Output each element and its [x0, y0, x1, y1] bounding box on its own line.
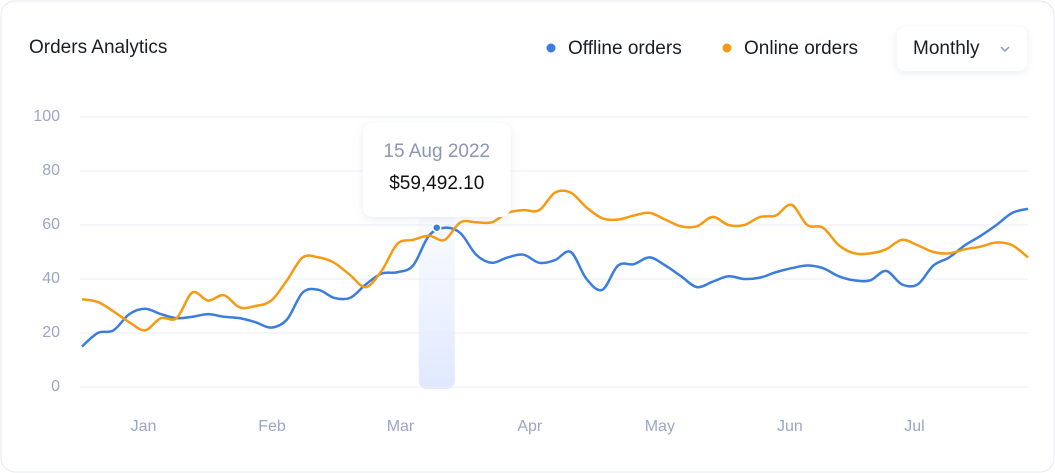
dropdown-box[interactable] [897, 27, 1027, 71]
period-dropdown[interactable]: Monthly [897, 27, 1027, 71]
tooltip-date: 15 Aug 2022 [383, 141, 490, 162]
series-line [81, 189, 1029, 332]
legend-dot [722, 43, 732, 53]
series-line [81, 207, 1029, 348]
x-tick-label: Jan [131, 418, 157, 435]
hover-column [418, 215, 455, 389]
y-tick-label: 40 [42, 270, 60, 287]
tooltip-value: $59,492.10 [389, 173, 484, 194]
tooltip-point [432, 222, 442, 233]
y-tick-label: 80 [42, 162, 60, 179]
x-tick-label: Jul [904, 418, 924, 435]
y-tick-label: 0 [51, 378, 60, 395]
y-tick-label: 20 [42, 324, 60, 341]
x-tick-label: Mar [387, 418, 415, 435]
x-tick-label: May [645, 418, 675, 435]
chart-title: Orders Analytics [29, 37, 167, 58]
x-tick-label: Apr [517, 418, 543, 435]
x-tick-label: Jun [777, 418, 803, 435]
y-tick-label: 60 [42, 216, 60, 233]
legend-label: Online orders [744, 38, 858, 59]
legend-label: Offline orders [568, 38, 682, 59]
legend-dot [546, 43, 556, 53]
tooltip-box [362, 123, 511, 217]
chevron[interactable] [1000, 46, 1010, 53]
x-tick-label: Feb [258, 418, 286, 435]
dropdown-label[interactable]: Monthly [913, 38, 980, 59]
legend: Offline orders Online orders [546, 38, 858, 59]
y-tick-label: 100 [33, 108, 60, 125]
